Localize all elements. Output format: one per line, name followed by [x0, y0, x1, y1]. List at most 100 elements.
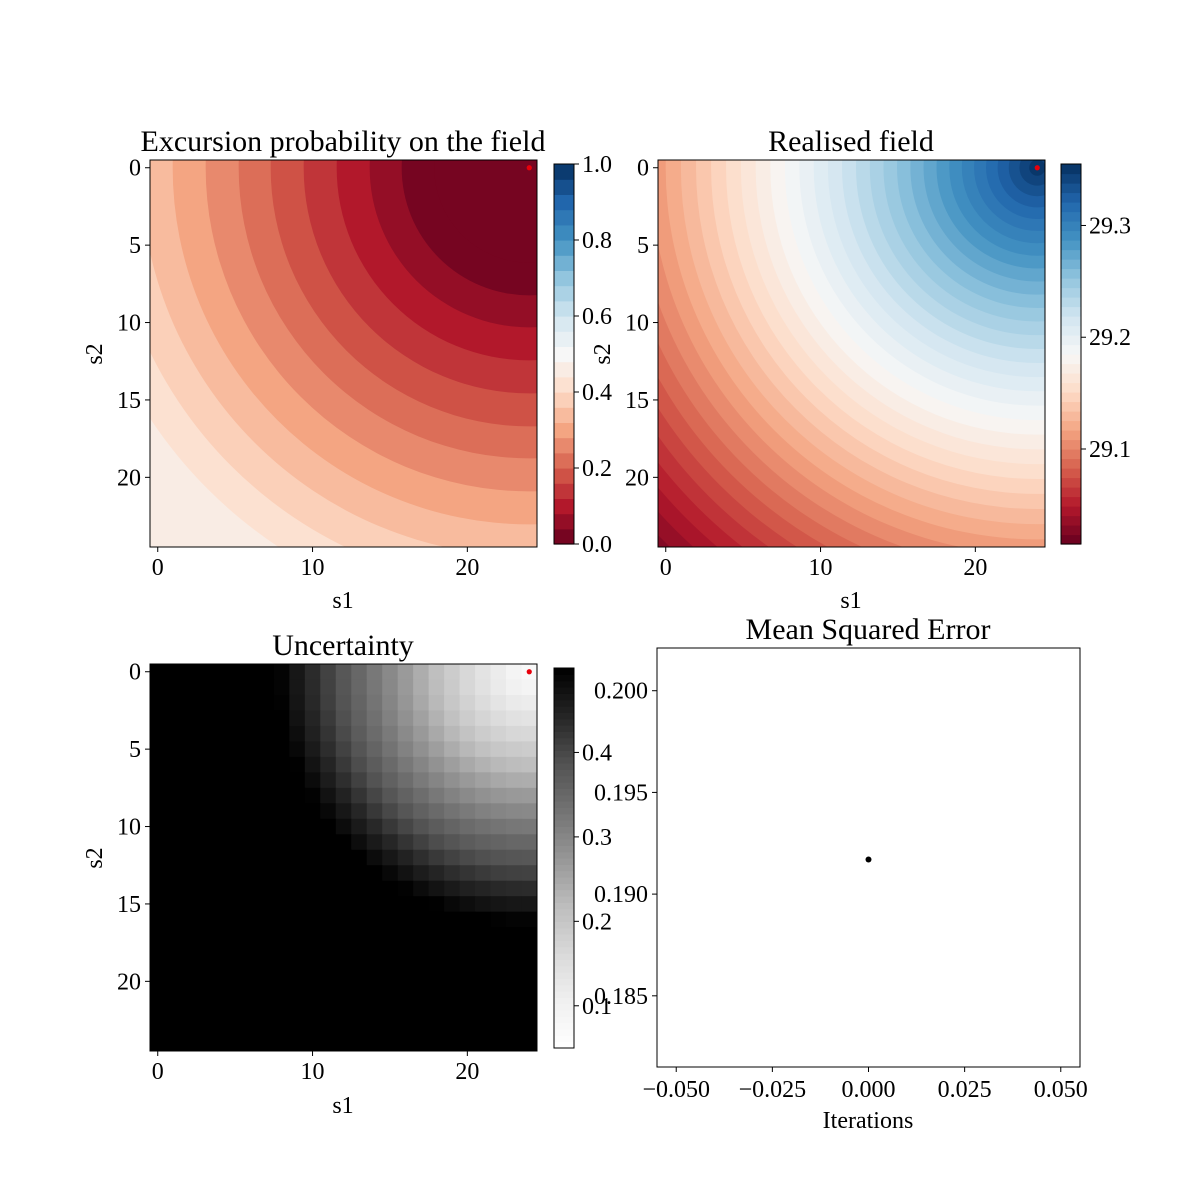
x-tick-label: 20 [455, 1059, 479, 1085]
grid-cell [413, 880, 430, 897]
grid-cell [289, 664, 306, 680]
ylabel-uncertainty: s2 [82, 847, 108, 868]
grid-cell [289, 958, 306, 975]
grid-cell [196, 849, 213, 866]
grid-cell [211, 710, 228, 727]
grid-cell [444, 679, 461, 696]
grid-cell [382, 880, 399, 897]
grid-cell [150, 958, 166, 975]
colorbar-tick-label: 29.2 [1089, 325, 1131, 351]
grid-cell [413, 958, 430, 975]
grid-cell [320, 849, 337, 866]
colorbar-band [554, 331, 574, 347]
y-tick-label: 0.185 [594, 984, 648, 1010]
grid-cell [165, 958, 182, 975]
x-ticks-excursion: 0 10 20 [152, 547, 479, 581]
grid-cell [304, 865, 321, 882]
grid-cell [397, 787, 414, 804]
data-point [865, 856, 872, 863]
grid-cell [211, 880, 228, 897]
grid-cell [490, 818, 507, 835]
grid-cell [382, 865, 399, 882]
x-tick-label: 20 [455, 555, 479, 581]
grid-cell [351, 865, 368, 882]
grid-cell [289, 865, 306, 882]
grid-cell [242, 880, 259, 897]
sample-marker [1034, 165, 1040, 171]
grid-cell [475, 818, 492, 835]
colorbar-band [1061, 221, 1081, 232]
title-excursion-probability: Excursion probability on the field [141, 125, 546, 158]
grid-cell [227, 989, 244, 1006]
colorbar-band [554, 908, 574, 916]
grid-cell [273, 849, 290, 866]
grid-cell [459, 818, 476, 835]
colorbar-band [1061, 363, 1081, 374]
y-ticks-excursion: 0 5 10 15 20 [117, 156, 150, 491]
y-tick-label: 0 [129, 660, 141, 686]
grid-cell [382, 741, 399, 758]
grid-cell [227, 880, 244, 897]
grid-cell [289, 772, 306, 789]
grid-cell [382, 679, 399, 696]
grid-cell [521, 772, 537, 789]
colorbar-band [554, 513, 574, 530]
grid-cell [475, 772, 492, 789]
grid-cell [382, 818, 399, 835]
grid-cell [273, 927, 290, 944]
grid-cell [242, 896, 259, 913]
grid-cell [227, 725, 244, 742]
grid-cell [335, 1004, 352, 1021]
grid-cell [304, 741, 321, 758]
grid-cell [444, 725, 461, 742]
grid-cell [165, 927, 182, 944]
grid-cell [258, 756, 275, 773]
grid-cell [289, 849, 306, 866]
grid-cell [335, 942, 352, 959]
grid-cell [258, 803, 275, 820]
grid-cell [150, 896, 166, 913]
grid-cell [444, 1004, 461, 1021]
grid-cell [227, 942, 244, 959]
grid-cell [304, 927, 321, 944]
colorbar-band [554, 877, 574, 884]
grid-cell [150, 694, 166, 711]
grid-cell [242, 942, 259, 959]
grid-cell [335, 896, 352, 913]
grid-cell [428, 911, 445, 928]
grid-cell [521, 896, 537, 913]
grid-cell [165, 756, 182, 773]
grid-cell [490, 896, 507, 913]
grid-cell [382, 958, 399, 975]
grid-cell [320, 927, 337, 944]
grid-cell [211, 1020, 228, 1037]
grid-cell [366, 756, 383, 773]
grid-cell [506, 694, 523, 711]
grid-cell [258, 1035, 275, 1051]
grid-cell [428, 741, 445, 758]
colorbar-band [1061, 306, 1081, 317]
grid-cell [196, 710, 213, 727]
grid-cell [490, 1035, 507, 1051]
grid-cell [211, 679, 228, 696]
grid-cell [459, 865, 476, 882]
grid-cell [320, 896, 337, 913]
grid-cell [211, 849, 228, 866]
grid-cell [428, 958, 445, 975]
colorbar-tick-label: 0.8 [582, 228, 612, 254]
grid-cell [335, 865, 352, 882]
grid-cell [413, 664, 430, 680]
grid-cell [444, 772, 461, 789]
grid-cell [273, 880, 290, 897]
colorbar-band [554, 285, 574, 302]
grid-cell [382, 849, 399, 866]
grid-cell [397, 679, 414, 696]
colorbar-band [554, 194, 574, 211]
grid-cell [273, 741, 290, 758]
grid-cell [397, 911, 414, 928]
grid-cell [320, 694, 337, 711]
grid-cell [335, 741, 352, 758]
grid-cell [180, 710, 197, 727]
grid-cell [196, 973, 213, 990]
